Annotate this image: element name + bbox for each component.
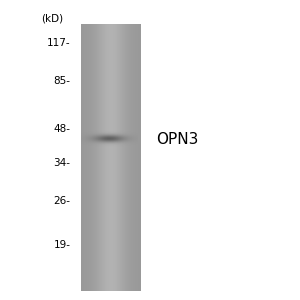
Text: 117-: 117- xyxy=(47,38,70,49)
Text: 26-: 26- xyxy=(53,196,70,206)
Text: OPN3: OPN3 xyxy=(156,132,198,147)
Text: 19-: 19- xyxy=(53,239,70,250)
Text: 48-: 48- xyxy=(53,124,70,134)
Text: 34-: 34- xyxy=(53,158,70,169)
Text: (kD): (kD) xyxy=(41,14,64,23)
Text: 85-: 85- xyxy=(53,76,70,86)
